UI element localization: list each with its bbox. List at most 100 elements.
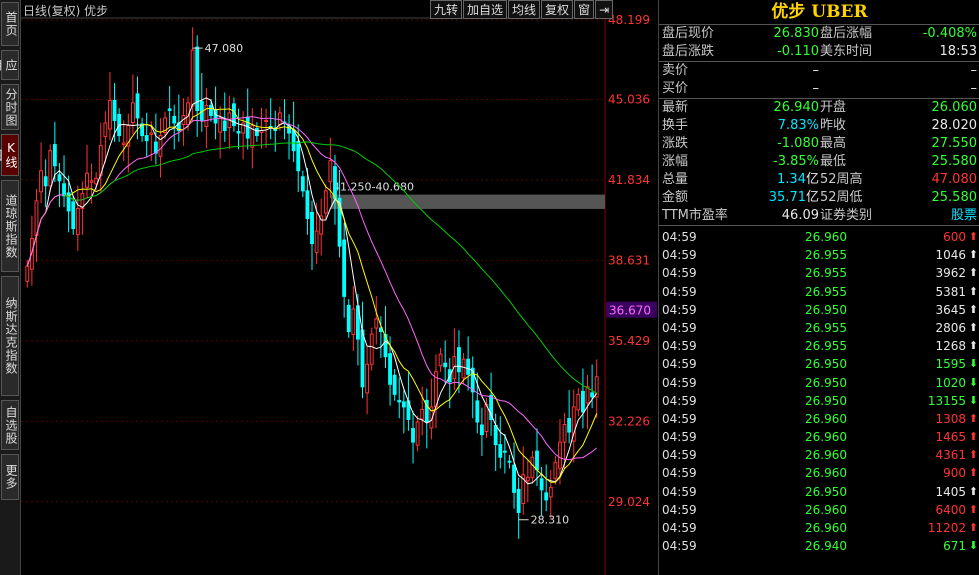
- candle-body: [558, 441, 562, 469]
- tick-time: 04:59: [662, 284, 697, 299]
- tick-time: 04:59: [662, 521, 697, 535]
- range-label: 41.250-40.680: [333, 181, 414, 194]
- tick-time: 04:59: [662, 375, 697, 390]
- after-price-label: 盘后现价: [662, 26, 715, 41]
- total-volume: 1.34: [777, 172, 806, 187]
- candle-body: [94, 177, 99, 185]
- candle-body: [493, 425, 498, 446]
- candle-body: [452, 356, 457, 380]
- low-label: 最低: [820, 154, 847, 169]
- prev-close: 28.020: [931, 118, 978, 133]
- tick-list[interactable]: 04:59 26.960 600 ⬆ 04:59 26.955 1046 ⬆ 04:59 26.9…: [659, 228, 979, 555]
- moving-average-button[interactable]: 均线: [508, 0, 541, 19]
- arrow-up-icon: ⬆: [968, 248, 978, 262]
- candle-body: [535, 450, 539, 471]
- week52-high-label: 52周高: [820, 172, 863, 187]
- pe-value: 46.09: [781, 208, 819, 223]
- candle-body: [323, 190, 328, 214]
- sidebar-tab-5[interactable]: 纳斯达克指数: [1, 276, 19, 396]
- tick-price: 26.950: [805, 484, 847, 499]
- candle-body: [39, 170, 43, 193]
- candle-body: [479, 424, 484, 436]
- after-chg: -0.110: [777, 44, 819, 59]
- candle-body: [305, 190, 310, 219]
- sidebar-tab-0[interactable]: 首页: [1, 2, 19, 46]
- sidebar-tab-3[interactable]: K线图: [0, 134, 19, 176]
- pct-label: 涨幅: [662, 154, 689, 169]
- candle-body: [291, 129, 296, 152]
- tick-price: 26.960: [805, 466, 847, 481]
- price-tick-label: 32.226: [608, 414, 650, 428]
- last-price: 26.940: [773, 100, 820, 115]
- tick-row: 04:59 26.960 1465 ⬆: [659, 428, 979, 446]
- adjust-button[interactable]: 复权: [541, 0, 574, 19]
- low-label: 28.310: [531, 514, 570, 527]
- collapse-arrow-icon[interactable]: ⇥: [595, 0, 614, 19]
- quote-panel: 优步 UBER 盘后现价 26.830 盘后涨幅 -0.408% 盘后涨跌 -0.110…: [658, 0, 979, 575]
- arrow-up-icon: ⬆: [968, 230, 978, 243]
- candle-body: [222, 120, 227, 132]
- candle-body: [466, 358, 471, 375]
- sidebar-tab-1[interactable]: 应用: [0, 50, 19, 80]
- arrow-up-icon: ⬆: [968, 302, 978, 316]
- sidebar-tab-4[interactable]: 道琼斯指数: [1, 180, 19, 272]
- kline-chart-area[interactable]: 48.199 45.036 41.834 38.631 35.429 32.226 29.0…: [21, 0, 658, 575]
- candle-body: [576, 393, 581, 411]
- candle-body: [218, 117, 223, 133]
- candle-body: [365, 363, 370, 394]
- tick-time: 04:59: [662, 302, 697, 317]
- tick-time: 04:59: [662, 539, 697, 554]
- category-value: 股票: [950, 208, 977, 223]
- week52-low: 25.580: [931, 190, 978, 205]
- high-label: 最高: [820, 136, 847, 151]
- candle-body: [346, 304, 351, 333]
- tick-row: 04:59 26.960 600 ⬆: [659, 228, 979, 246]
- tick-time: 04:59: [662, 357, 697, 372]
- sidebar-tab-7[interactable]: 更多: [1, 454, 19, 500]
- after-price: 26.830: [773, 26, 820, 41]
- candle-body: [392, 374, 397, 395]
- candle-body: [342, 239, 347, 297]
- tick-price: 26.955: [805, 266, 847, 281]
- candle-body: [75, 207, 80, 236]
- candle-body: [333, 166, 337, 199]
- candle-body: [590, 392, 595, 398]
- last-label: 最新: [662, 100, 689, 115]
- tick-price: 26.955: [805, 339, 847, 354]
- tick-row: 04:59 26.950 13155 ⬇: [659, 392, 979, 410]
- candle-body: [424, 399, 429, 423]
- candle-body: [461, 358, 466, 379]
- candle-body: [158, 135, 163, 157]
- sidebar-tab-6[interactable]: 自选股: [1, 400, 19, 450]
- tick-row: 04:59 26.960 4361 ⬆: [659, 446, 979, 464]
- candle-body: [135, 93, 140, 119]
- ma10-line: [26, 107, 598, 483]
- candle-body: [310, 211, 314, 245]
- candle-body: [383, 334, 388, 358]
- kline-chart[interactable]: 48.199 45.036 41.834 38.631 35.429 32.226 29.0…: [21, 0, 658, 575]
- change-value: -1.080: [777, 136, 819, 151]
- tick-volume: 13155: [927, 393, 966, 408]
- candle-body: [300, 176, 305, 192]
- us-time-label: 美东时间: [820, 44, 873, 59]
- tick-time: 04:59: [662, 466, 697, 481]
- arrow-up-icon: ⬆: [968, 430, 978, 444]
- open-price: 26.060: [931, 100, 978, 115]
- candle-body: [62, 183, 66, 197]
- tick-price: 26.955: [805, 284, 847, 299]
- window-button[interactable]: 窗: [574, 0, 595, 19]
- sidebar-tab-2[interactable]: 分时图: [1, 84, 19, 130]
- tick-volume: 5381: [935, 284, 966, 299]
- tick-volume: 1020: [935, 375, 966, 390]
- candle-body: [415, 421, 420, 446]
- candle-body: [360, 329, 365, 388]
- arrow-up-icon: ⬆: [968, 502, 978, 516]
- candle-body: [337, 197, 342, 247]
- buy-volume: –: [970, 81, 978, 96]
- add-watchlist-button[interactable]: 加自选: [463, 0, 508, 19]
- candle-body: [388, 353, 392, 385]
- candle-body: [475, 400, 480, 423]
- arrow-down-icon: ⬇: [968, 393, 978, 407]
- candle-body: [567, 417, 572, 433]
- nine-turn-button[interactable]: 九转: [430, 0, 463, 19]
